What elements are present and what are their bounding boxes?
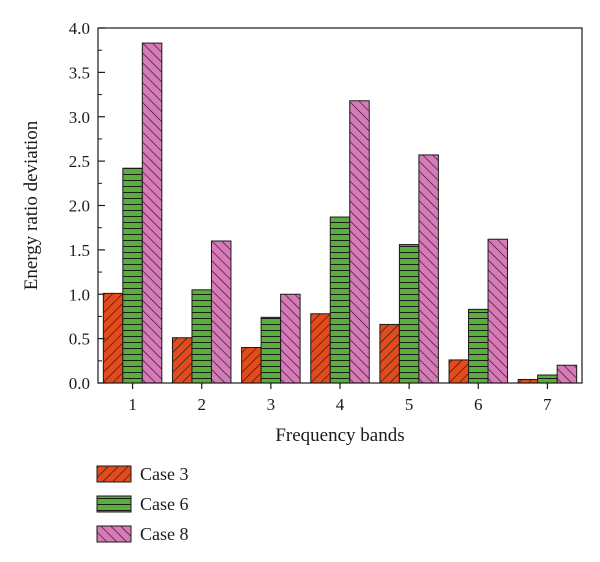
y-tick-label: 3.0	[69, 108, 90, 127]
bar-case-3-band-5	[379, 323, 400, 384]
x-tick-label: 6	[474, 395, 483, 414]
y-tick-label: 4.0	[69, 19, 90, 38]
bar-case-3-band-6	[448, 359, 470, 384]
bar-case-6-band-5	[398, 244, 420, 384]
bar-case-3-band-4	[310, 313, 331, 384]
bar-case-8-band-6	[487, 238, 509, 384]
x-tick-label: 4	[336, 395, 345, 414]
bar-case-6-band-4	[329, 216, 351, 384]
x-tick-label: 2	[197, 395, 206, 414]
x-tick-label: 1	[128, 395, 137, 414]
y-tick-label: 0.0	[69, 374, 90, 393]
bar-case-6-band-7	[537, 374, 558, 384]
bar-case-6-band-3	[260, 316, 282, 384]
y-tick-label: 2.0	[69, 197, 90, 216]
bar-case-8-band-7	[556, 364, 578, 384]
y-tick-label: 2.5	[69, 152, 90, 171]
bar-case-3-band-3	[241, 347, 262, 384]
x-tick-label: 3	[267, 395, 276, 414]
x-axis: 1 2 3 4 5 6 7	[128, 383, 552, 414]
legend-label: Case 8	[140, 524, 189, 544]
x-tick-label: 7	[543, 395, 552, 414]
bar-case-6-band-1	[122, 167, 143, 384]
bar-case-3-band-2	[171, 337, 193, 384]
y-axis: 0.0 0.5 1.0 1.5 2.0 2.5 3.0 3.5 4.0	[69, 19, 105, 393]
y-tick-label: 3.5	[69, 63, 90, 82]
y-tick-label: 1.5	[69, 241, 90, 260]
x-tick-label: 5	[405, 395, 414, 414]
y-tick-label: 1.0	[69, 285, 90, 304]
legend: Case 3 Case 6 Case 8	[96, 464, 189, 544]
bars-group	[102, 42, 578, 384]
y-axis-label: Energy ratio deviation	[21, 120, 42, 290]
legend-label: Case 6	[140, 494, 189, 514]
legend-label: Case 3	[140, 464, 189, 484]
bar-case-8-band-4	[349, 100, 370, 384]
legend-swatch	[96, 465, 132, 483]
bar-case-3-band-1	[102, 292, 124, 384]
bar-case-8-band-5	[418, 154, 439, 384]
bar-case-8-band-3	[280, 293, 301, 384]
bar-case-6-band-2	[191, 289, 212, 384]
bar-case-8-band-2	[210, 240, 232, 384]
legend-swatch	[96, 495, 132, 513]
bar-case-6-band-6	[468, 308, 489, 384]
y-tick-label: 0.5	[69, 330, 90, 349]
bar-case-8-band-1	[141, 42, 163, 384]
x-axis-label: Frequency bands	[275, 425, 404, 446]
legend-swatch	[96, 525, 132, 543]
